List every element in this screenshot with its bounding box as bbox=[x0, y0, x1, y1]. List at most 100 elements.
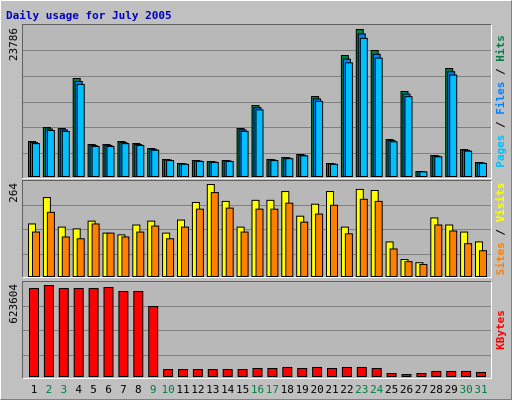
bar bbox=[461, 370, 472, 378]
bar bbox=[419, 171, 428, 177]
bar bbox=[315, 213, 324, 278]
x-tick-label: 31 bbox=[474, 383, 487, 396]
bar bbox=[148, 306, 159, 377]
legend-entry: Hits bbox=[494, 35, 507, 62]
bar bbox=[151, 149, 160, 177]
bar bbox=[46, 129, 55, 177]
bar bbox=[449, 230, 458, 277]
bar bbox=[195, 161, 204, 178]
bar bbox=[43, 285, 54, 377]
plot-border bbox=[22, 180, 492, 278]
x-tick-label: 28 bbox=[430, 383, 443, 396]
bar bbox=[106, 232, 115, 277]
bar bbox=[327, 368, 337, 378]
bar bbox=[270, 208, 279, 277]
bar bbox=[163, 369, 174, 378]
bar bbox=[434, 224, 443, 278]
y-tick-label: 623604 bbox=[7, 284, 20, 324]
x-tick-label: 25 bbox=[385, 383, 398, 396]
x-tick-label: 10 bbox=[161, 383, 174, 396]
x-tick-label: 4 bbox=[75, 383, 82, 396]
bar bbox=[192, 369, 203, 378]
x-tick-label: 11 bbox=[176, 383, 189, 396]
x-tick-label: 24 bbox=[370, 383, 384, 396]
legend-entry: Files bbox=[494, 82, 507, 115]
bar bbox=[344, 233, 353, 277]
bar bbox=[237, 369, 248, 378]
bar bbox=[464, 243, 473, 278]
legend-entry: Visits bbox=[494, 183, 507, 223]
bar bbox=[91, 145, 100, 178]
x-tick-label: 13 bbox=[206, 383, 219, 396]
bar bbox=[225, 161, 234, 178]
x-tick-label: 6 bbox=[105, 383, 112, 396]
bar bbox=[431, 370, 442, 378]
x-tick-label: 14 bbox=[221, 383, 235, 396]
bar bbox=[118, 290, 129, 378]
bar bbox=[285, 158, 294, 178]
legend-separator: / bbox=[494, 222, 507, 242]
bar bbox=[240, 130, 249, 177]
y-tick-label: 23786 bbox=[7, 28, 20, 61]
bar bbox=[207, 369, 218, 378]
bar bbox=[479, 162, 487, 178]
legend: Sites / Visits bbox=[494, 183, 507, 276]
bar bbox=[479, 250, 487, 278]
bar bbox=[88, 288, 99, 378]
bar bbox=[255, 208, 264, 277]
bar bbox=[106, 145, 115, 178]
bar bbox=[73, 288, 84, 378]
legend-entry: KBytes bbox=[494, 310, 507, 350]
bar bbox=[300, 155, 309, 178]
x-tick-label: 21 bbox=[325, 383, 338, 396]
x-tick-label: 15 bbox=[236, 383, 249, 396]
bar bbox=[416, 373, 427, 377]
bar bbox=[210, 161, 219, 178]
x-tick-label: 17 bbox=[266, 383, 279, 396]
bar bbox=[374, 57, 383, 177]
bar bbox=[32, 231, 40, 278]
bar bbox=[446, 370, 457, 378]
x-tick-label: 19 bbox=[296, 383, 309, 396]
bar bbox=[240, 231, 249, 278]
chart-title: Daily usage for July 2005 bbox=[6, 9, 172, 22]
bar bbox=[222, 369, 233, 378]
bar bbox=[359, 37, 368, 178]
legend-entry: Sites bbox=[494, 242, 507, 275]
x-tick-label: 23 bbox=[355, 383, 368, 396]
x-tick-label: 2 bbox=[46, 383, 53, 396]
x-tick-label: 20 bbox=[310, 383, 323, 396]
bar bbox=[225, 207, 234, 278]
bar bbox=[330, 204, 338, 277]
x-tick-label: 26 bbox=[400, 383, 413, 396]
bar bbox=[404, 261, 413, 278]
x-tick-label: 12 bbox=[191, 383, 204, 396]
legend: Pages / Files / Hits bbox=[494, 35, 507, 168]
x-tick-label: 1 bbox=[31, 383, 38, 396]
plot-border bbox=[22, 281, 492, 379]
bar bbox=[389, 248, 398, 278]
bar bbox=[404, 96, 413, 177]
plot-border bbox=[22, 180, 492, 278]
plot-border bbox=[22, 24, 492, 179]
bar bbox=[449, 74, 458, 177]
x-tick-label: 30 bbox=[459, 383, 472, 396]
bar bbox=[76, 83, 85, 177]
legend-entry: Pages bbox=[494, 135, 507, 168]
legend-separator: / bbox=[494, 115, 507, 135]
x-tick-label: 7 bbox=[120, 383, 127, 396]
bar bbox=[46, 211, 55, 277]
legend: KBytes bbox=[494, 310, 507, 350]
bar bbox=[285, 202, 294, 277]
bar bbox=[61, 236, 70, 277]
bar bbox=[181, 163, 189, 178]
bar bbox=[297, 368, 308, 378]
bar bbox=[270, 160, 279, 178]
x-tick-label: 3 bbox=[60, 383, 67, 396]
bar bbox=[151, 225, 160, 277]
bar bbox=[178, 369, 188, 378]
bar bbox=[267, 368, 278, 378]
bar bbox=[401, 374, 412, 377]
